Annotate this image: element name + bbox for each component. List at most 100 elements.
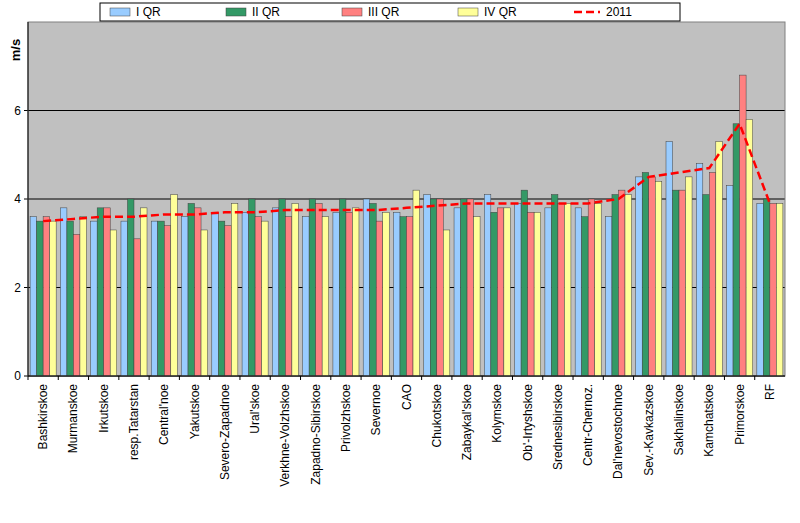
plot-area — [28, 22, 785, 376]
bar — [461, 199, 468, 376]
bar — [279, 199, 286, 376]
x-tick — [633, 376, 634, 380]
bar — [605, 217, 612, 376]
x-tick — [58, 376, 59, 380]
bar — [37, 221, 44, 376]
x-tick — [603, 376, 604, 380]
category-label: Central'noe — [157, 384, 171, 445]
bar — [521, 190, 528, 376]
bar — [696, 164, 703, 376]
x-tick — [694, 376, 695, 380]
bar — [272, 208, 279, 376]
tick-label: 0 — [14, 369, 21, 383]
y-axis — [28, 22, 29, 376]
bar — [642, 172, 649, 376]
bar — [231, 203, 238, 376]
category-label: Primorskoe — [733, 384, 747, 445]
x-tick — [209, 376, 210, 380]
bar — [407, 217, 414, 376]
bar — [201, 230, 208, 376]
category-label: Severo-Zapadnoe — [218, 384, 232, 480]
bar — [515, 203, 522, 376]
bar — [474, 217, 481, 376]
bar — [703, 195, 710, 376]
bar — [564, 203, 571, 376]
bar — [666, 141, 673, 376]
category-label: Severnoe — [369, 384, 383, 436]
bar — [370, 203, 377, 376]
bar — [618, 190, 625, 376]
grid-line — [28, 376, 785, 377]
x-tick — [512, 376, 513, 380]
x-tick — [239, 376, 240, 380]
tick-label: 2 — [14, 281, 21, 295]
bar — [649, 177, 656, 376]
bar — [322, 217, 329, 376]
bar — [110, 230, 117, 376]
tick-mark — [24, 199, 28, 200]
bar — [504, 208, 511, 376]
bar — [218, 221, 225, 376]
category-label: Kolymskoe — [490, 384, 504, 443]
bar — [491, 212, 498, 376]
bar — [588, 199, 595, 376]
bar — [43, 217, 50, 376]
grid-line — [28, 110, 785, 111]
category-label: Bashkirskoe — [36, 384, 50, 450]
category-label: RF — [763, 384, 777, 400]
bar — [249, 199, 256, 376]
bar — [746, 119, 753, 376]
bar — [140, 208, 147, 376]
legend-swatch — [342, 8, 362, 16]
bar — [467, 199, 474, 376]
x-tick — [149, 376, 150, 380]
x-tick — [118, 376, 119, 380]
bar — [242, 212, 249, 376]
bar — [50, 221, 57, 376]
bar — [188, 203, 195, 376]
bar — [733, 124, 740, 376]
legend-label: III QR — [368, 5, 400, 19]
bar — [158, 221, 165, 376]
plot-frame — [28, 22, 785, 376]
bar — [437, 199, 444, 376]
category-label: Sev.-Kavkazskoe — [642, 384, 656, 476]
category-label: Kamchatskoe — [702, 384, 716, 457]
bar — [303, 217, 310, 376]
x-tick — [421, 376, 422, 380]
bar — [612, 195, 619, 376]
x-tick — [270, 376, 271, 380]
bar — [383, 212, 390, 376]
category-label: CAO — [400, 384, 414, 410]
bar — [673, 190, 680, 376]
bar — [686, 177, 693, 376]
category-label: Zapadno-Sibirskoe — [309, 384, 323, 485]
x-tick — [542, 376, 543, 380]
x-tick — [330, 376, 331, 380]
legend-swatch — [110, 8, 130, 16]
legend-swatch — [226, 8, 246, 16]
x-tick — [300, 376, 301, 380]
bar — [30, 217, 37, 376]
x-tick — [179, 376, 180, 380]
tick-mark — [24, 287, 28, 288]
category-label: Dal'nevostochnoe — [611, 384, 625, 479]
x-tick — [573, 376, 574, 380]
bar — [740, 75, 747, 376]
bar — [316, 203, 323, 376]
bar — [424, 195, 431, 376]
line — [43, 124, 770, 221]
category-label: Chukotskoe — [430, 384, 444, 448]
bar — [376, 221, 383, 376]
tick-label: 6 — [14, 104, 21, 118]
legend-swatch — [458, 8, 478, 16]
axis-label: m/s — [8, 39, 23, 61]
bar — [636, 177, 643, 376]
bar — [727, 186, 734, 376]
x-tick — [88, 376, 89, 380]
bar — [575, 208, 582, 376]
bar — [80, 217, 87, 376]
bar — [352, 208, 359, 376]
x-tick — [724, 376, 725, 380]
x-axis — [28, 376, 785, 377]
